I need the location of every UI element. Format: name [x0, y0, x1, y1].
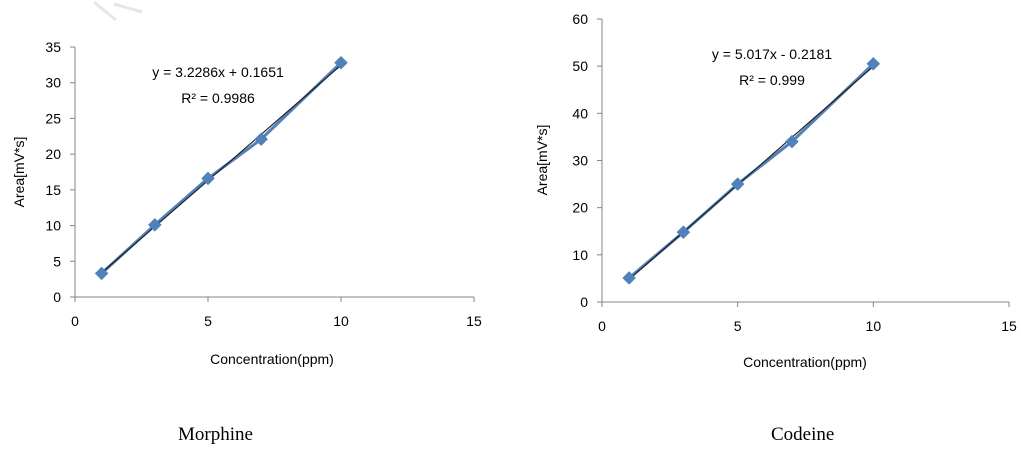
data-point	[785, 134, 799, 149]
trendline-equation: y = 3.2286x + 0.1651	[152, 64, 284, 80]
x-axis-label: Concentration(ppm)	[210, 351, 334, 367]
y-tick-label: 30	[572, 153, 588, 169]
x-tick-label: 5	[734, 318, 742, 334]
y-axis-label: Area[mV*s]	[11, 137, 27, 208]
data-point	[676, 225, 691, 240]
data-point	[334, 55, 348, 70]
y-tick-label: 10	[45, 218, 61, 234]
data-point	[622, 271, 636, 285]
y-tick-label: 25	[45, 110, 61, 126]
r-squared-label: R² = 0.9986	[181, 90, 255, 106]
y-tick-label: 20	[572, 200, 588, 216]
data-point	[866, 56, 881, 71]
y-tick-label: 60	[572, 11, 588, 27]
y-tick-label: 20	[45, 146, 61, 162]
y-tick-label: 15	[45, 182, 61, 198]
r-squared-label: R² = 0.999	[739, 72, 805, 88]
series-line	[628, 62, 875, 280]
y-tick-label: 40	[572, 105, 588, 121]
x-tick-label: 15	[1001, 318, 1017, 334]
x-tick-label: 0	[598, 318, 606, 334]
caption-codeine: Codeine	[771, 424, 835, 445]
data-point	[94, 266, 109, 281]
y-tick-label: 0	[53, 289, 61, 305]
decorative-stroke	[93, 0, 143, 22]
x-tick-label: 0	[71, 313, 79, 329]
caption-morphine: Morphine	[178, 424, 253, 445]
x-axis-label: Concentration(ppm)	[743, 354, 867, 370]
x-tick-label: 15	[466, 313, 482, 329]
y-axis-label: Area[mV*s]	[534, 125, 550, 196]
morphine-chart: 0 5 10 15 20 25 30 35 0 5 10 15 Concentration(ppm) Ar…	[11, 39, 482, 367]
trendline	[628, 65, 874, 280]
trendline	[101, 64, 342, 274]
x-tick-label: 10	[333, 313, 349, 329]
data-point	[254, 132, 269, 146]
x-tick-label: 10	[866, 318, 882, 334]
data-point	[147, 218, 162, 232]
y-tick-label: 50	[572, 58, 588, 74]
data-point	[730, 177, 745, 191]
y-tick-label: 5	[53, 253, 61, 269]
codeine-chart: 0 10 20 30 40 50 60 0 5 10 15 Concentration(ppm) Are…	[534, 11, 1017, 370]
y-tick-label: 35	[45, 39, 61, 55]
y-tick-label: 30	[45, 75, 61, 91]
y-tick-label: 0	[580, 294, 588, 310]
data-point	[201, 171, 215, 186]
y-tick-label: 10	[572, 247, 588, 263]
x-tick-label: 5	[204, 313, 212, 329]
trendline-equation: y = 5.017x - 0.2181	[712, 46, 832, 62]
